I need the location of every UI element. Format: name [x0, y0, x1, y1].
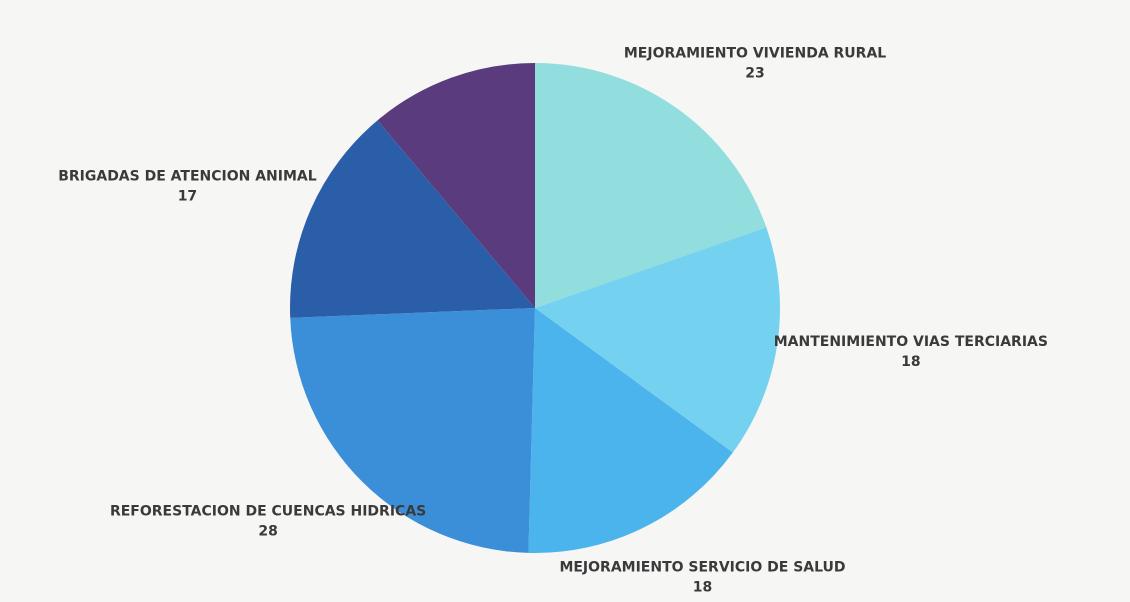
pie-slice [535, 63, 767, 308]
slice-label: REFORESTACION DE CUENCAS HIDRICAS [110, 504, 426, 520]
slice-value: 23 [745, 65, 764, 81]
pie-slice [528, 308, 733, 553]
slice-value: 28 [258, 524, 277, 540]
slice-value: 18 [693, 579, 712, 595]
slice-label: MANTENIMIENTO VIAS TERCIARIAS [774, 334, 1048, 350]
pie-slice [290, 120, 535, 318]
pie-slice [377, 62, 535, 308]
pie-slice [290, 308, 535, 553]
slice-label: MEJORAMIENTO SERVICIO DE SALUD [559, 559, 845, 575]
slice-label: MEJORAMIENTO VIVIENDA RURAL [624, 45, 886, 61]
slice-value: 18 [901, 354, 920, 370]
pie-slice [535, 227, 780, 453]
slice-value: 17 [178, 189, 197, 205]
slice-label: BRIGADAS DE ATENCION ANIMAL [58, 169, 317, 185]
